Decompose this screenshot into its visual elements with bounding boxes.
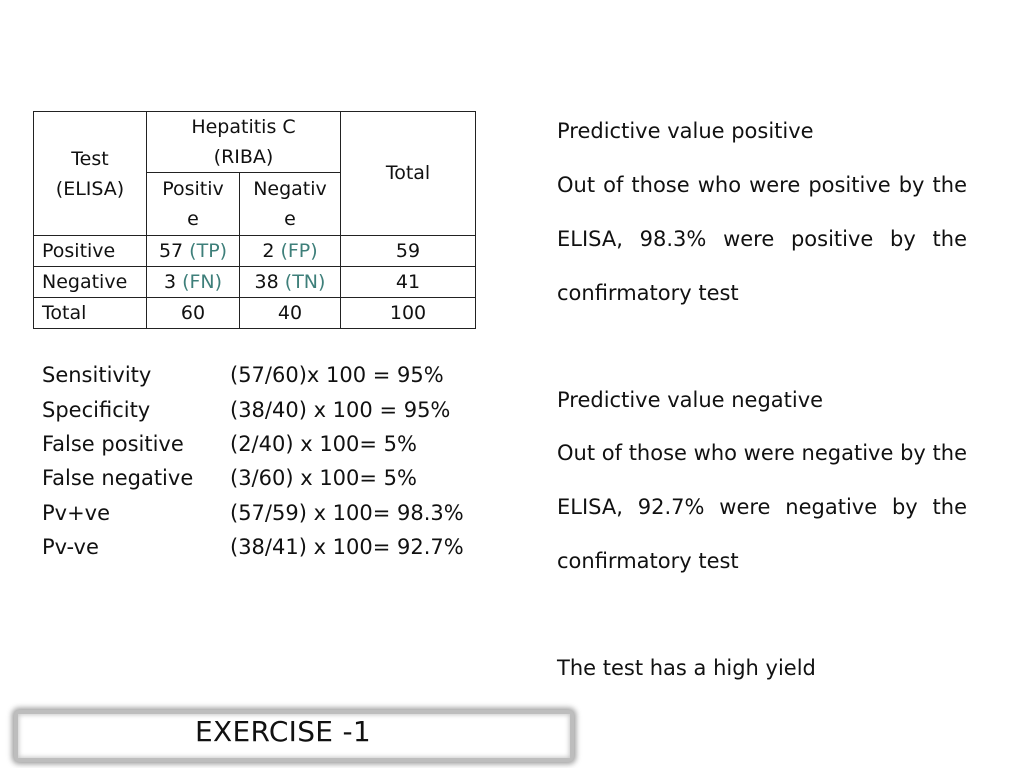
cell-tn: 38 (TN) xyxy=(239,266,341,298)
list-item: Sensitivity (57/60)x 100 = 95% xyxy=(42,358,464,392)
stat-formula: (57/60)x 100 = 95% xyxy=(230,363,444,388)
stat-formula: (57/59) x 100= 98.3% xyxy=(230,500,464,525)
table-row: Negative 3 (FN) 38 (TN) 41 xyxy=(33,266,476,298)
cell-col-total: 40 xyxy=(239,297,341,329)
stat-name: Pv+ve xyxy=(42,500,111,525)
stat-formula: (38/41) x 100= 92.7% xyxy=(230,535,464,560)
row-label: Total xyxy=(33,297,147,329)
stat-name: False negative xyxy=(42,466,194,491)
conclusion-text: The test has a high yield xyxy=(557,656,816,680)
row-label: Positive xyxy=(33,235,147,267)
footer-title-box xyxy=(14,710,574,762)
stat-name: Sensitivity xyxy=(42,363,152,388)
ppv-explanation: Out of those who were positive by the EL… xyxy=(557,173,967,305)
cell-col-total: 60 xyxy=(146,297,240,329)
cell-row-total: 41 xyxy=(340,266,476,298)
npv-heading: Predictive value negative xyxy=(557,388,824,412)
stat-name: Specificity xyxy=(42,397,151,422)
slide-title: EXERCISE -1 xyxy=(195,715,372,748)
ppv-heading: Predictive value positive xyxy=(557,119,814,143)
stat-name: False positive xyxy=(42,431,184,456)
cell-row-total: 59 xyxy=(340,235,476,267)
cell-fn: 3 (FN) xyxy=(146,266,240,298)
npv-explanation: Out of those who were negative by the EL… xyxy=(557,441,967,573)
stat-name: Pv-ve xyxy=(42,535,99,560)
positive-subheader: Positiv e xyxy=(146,172,240,236)
list-item: False negative (3/60) x 100= 5% xyxy=(42,461,464,495)
statistics-list: Sensitivity (57/60)x 100 = 95% Specifici… xyxy=(42,358,464,564)
contingency-table: Test (ELISA) Hepatitis C (RIBA) Total Po… xyxy=(33,111,476,329)
table-row: Positive 57 (TP) 2 (FP) 59 xyxy=(33,235,476,267)
list-item: Specificity (38/40) x 100 = 95% xyxy=(42,392,464,426)
cell-tp: 57 (TP) xyxy=(146,235,240,267)
list-item: False positive (2/40) x 100= 5% xyxy=(42,427,464,461)
stat-formula: (38/40) x 100 = 95% xyxy=(230,397,451,422)
test-elisa-header: Test (ELISA) xyxy=(33,111,147,236)
list-item: Pv-ve (38/41) x 100= 92.7% xyxy=(42,530,464,564)
cell-grand-total: 100 xyxy=(340,297,476,329)
hepatitis-c-riba-header: Hepatitis C (RIBA) xyxy=(146,111,341,173)
negative-subheader: Negativ e xyxy=(239,172,341,236)
row-label: Negative xyxy=(33,266,147,298)
total-header: Total xyxy=(340,111,476,236)
cell-fp: 2 (FP) xyxy=(239,235,341,267)
table-row: Total 60 40 100 xyxy=(33,297,476,329)
stat-formula: (3/60) x 100= 5% xyxy=(230,466,417,491)
stat-formula: (2/40) x 100= 5% xyxy=(230,431,417,456)
list-item: Pv+ve (57/59) x 100= 98.3% xyxy=(42,496,464,530)
